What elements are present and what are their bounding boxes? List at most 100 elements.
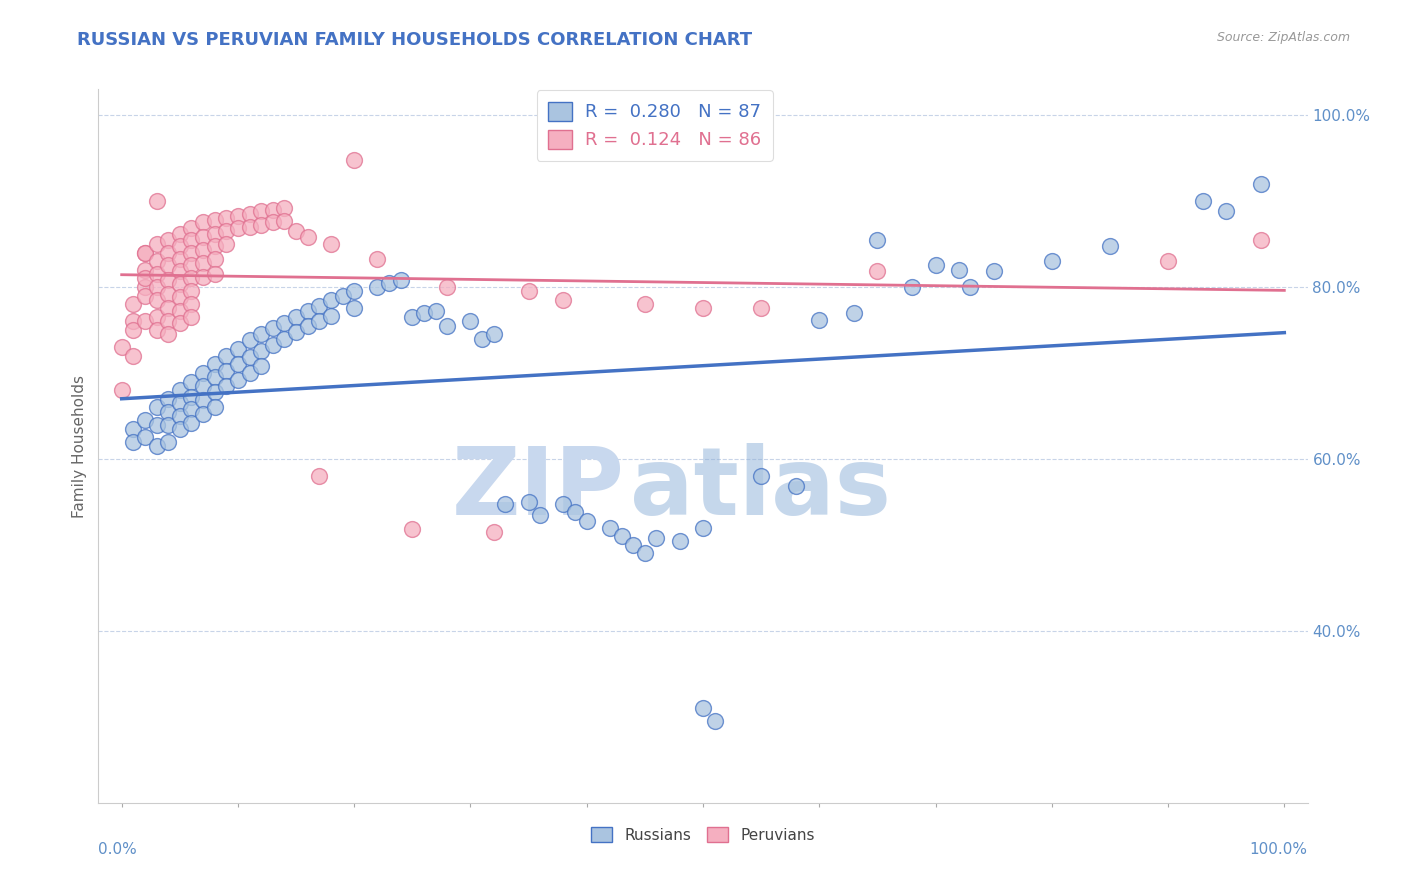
- Point: [157, 404, 180, 418]
- Text: 100.0%: 100.0%: [1250, 842, 1308, 857]
- Point: [180, 285, 202, 299]
- Point: [308, 469, 330, 483]
- Point: [308, 299, 330, 313]
- Point: [389, 273, 412, 287]
- Point: [215, 211, 238, 226]
- Point: [959, 280, 981, 294]
- Point: [122, 422, 145, 436]
- Point: [634, 546, 657, 560]
- Point: [111, 383, 134, 397]
- Point: [122, 314, 145, 328]
- Point: [226, 221, 249, 235]
- Point: [308, 314, 330, 328]
- Point: [204, 357, 226, 371]
- Point: [157, 417, 180, 432]
- Point: [262, 215, 284, 229]
- Legend: Russians, Peruvians: Russians, Peruvians: [585, 821, 821, 848]
- Point: [436, 318, 458, 333]
- Point: [145, 417, 167, 432]
- Point: [204, 252, 226, 267]
- Point: [529, 508, 551, 522]
- Point: [1250, 177, 1272, 191]
- Point: [180, 271, 202, 285]
- Point: [319, 236, 342, 251]
- Point: [366, 280, 388, 294]
- Point: [145, 439, 167, 453]
- Point: [169, 304, 191, 318]
- Point: [145, 293, 167, 307]
- Point: [250, 359, 273, 373]
- Point: [378, 276, 401, 290]
- Point: [180, 402, 202, 417]
- Point: [169, 277, 191, 292]
- Point: [482, 327, 505, 342]
- Point: [226, 210, 249, 224]
- Point: [169, 238, 191, 252]
- Point: [145, 323, 167, 337]
- Point: [134, 314, 156, 328]
- Point: [145, 194, 167, 208]
- Point: [621, 538, 644, 552]
- Point: [1192, 194, 1215, 208]
- Point: [134, 430, 156, 444]
- Text: atlas: atlas: [630, 442, 891, 535]
- Point: [1250, 233, 1272, 247]
- Point: [169, 264, 191, 278]
- Point: [145, 401, 167, 415]
- Point: [157, 392, 180, 406]
- Point: [401, 310, 423, 324]
- Point: [169, 409, 191, 423]
- Point: [366, 252, 388, 267]
- Point: [204, 238, 226, 252]
- Point: [226, 342, 249, 356]
- Point: [297, 319, 319, 334]
- Point: [134, 262, 156, 277]
- Point: [180, 245, 202, 260]
- Point: [517, 495, 540, 509]
- Point: [901, 280, 924, 294]
- Point: [122, 434, 145, 449]
- Point: [343, 285, 366, 299]
- Point: [169, 396, 191, 410]
- Point: [692, 701, 714, 715]
- Point: [169, 383, 191, 397]
- Text: 0.0%: 0.0%: [98, 842, 138, 857]
- Point: [180, 390, 202, 404]
- Point: [215, 236, 238, 251]
- Point: [564, 505, 586, 519]
- Point: [668, 533, 690, 548]
- Point: [239, 351, 262, 365]
- Point: [169, 422, 191, 436]
- Point: [285, 310, 308, 324]
- Point: [844, 306, 866, 320]
- Point: [169, 316, 191, 330]
- Point: [191, 230, 214, 244]
- Point: [785, 479, 807, 493]
- Point: [157, 245, 180, 260]
- Point: [749, 469, 772, 483]
- Point: [134, 288, 156, 302]
- Point: [297, 230, 319, 244]
- Point: [215, 349, 238, 363]
- Point: [553, 497, 575, 511]
- Point: [285, 224, 308, 238]
- Point: [599, 521, 621, 535]
- Point: [191, 393, 214, 408]
- Point: [692, 521, 714, 535]
- Point: [145, 310, 167, 324]
- Point: [122, 349, 145, 363]
- Point: [191, 269, 214, 284]
- Point: [191, 379, 214, 393]
- Point: [749, 301, 772, 316]
- Text: ZIP: ZIP: [451, 442, 624, 535]
- Point: [319, 293, 342, 307]
- Point: [204, 384, 226, 399]
- Point: [343, 153, 366, 167]
- Point: [250, 344, 273, 359]
- Point: [413, 306, 436, 320]
- Point: [482, 524, 505, 539]
- Point: [215, 364, 238, 378]
- Text: RUSSIAN VS PERUVIAN FAMILY HOUSEHOLDS CORRELATION CHART: RUSSIAN VS PERUVIAN FAMILY HOUSEHOLDS CO…: [77, 31, 752, 49]
- Point: [157, 314, 180, 328]
- Point: [134, 413, 156, 427]
